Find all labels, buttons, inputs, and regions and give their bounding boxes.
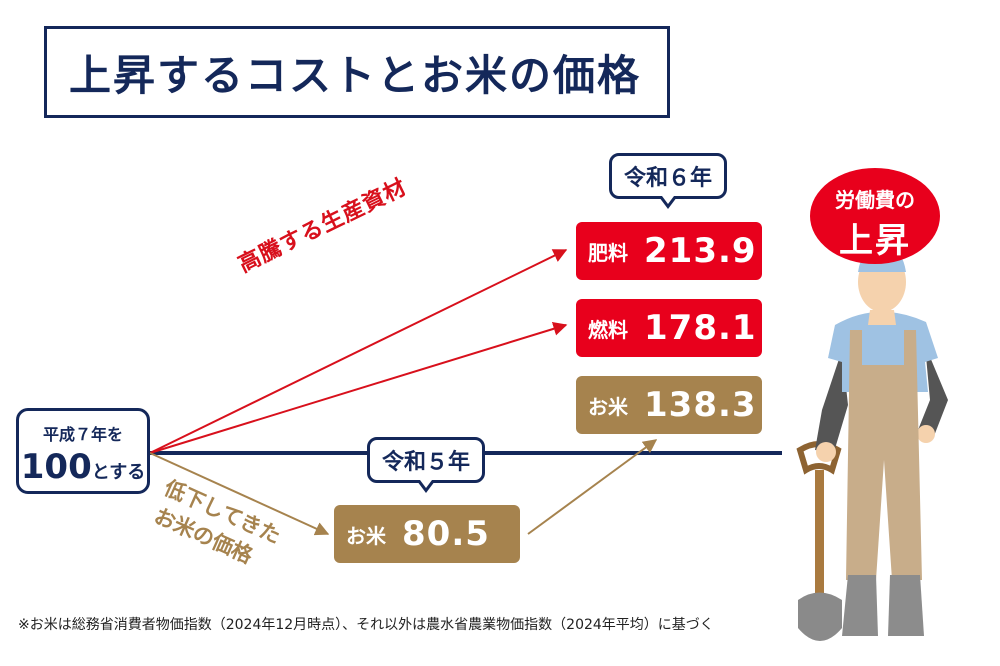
fertilizer-label: 肥料 [588,240,628,265]
rice-r6-label: お米 [588,394,628,419]
fuel-value: 178.1 [644,308,757,348]
value-box-fuel: 燃料 178.1 [576,299,762,357]
page-title: 上昇するコストとお米の価格 [69,50,642,100]
arrow-rice-decline [149,452,330,536]
arrow-rice-rise [527,439,658,535]
rice-r5-label: お米 [346,523,386,548]
fertilizer-value: 213.9 [644,231,757,271]
bubble-reiwa6-text: 令和６年 [623,166,712,191]
bubble-reiwa5-text: 令和５年 [381,450,470,475]
bubble-reiwa5: 令和５年 [367,437,485,493]
footnote: ※お米は総務省消費者物価指数（2024年12月時点）、それ以外は農水省農業物価指… [18,617,714,633]
title-box: 上昇するコストとお米の価格 [44,26,670,118]
bubble-reiwa6: 令和６年 [609,153,727,209]
fuel-label: 燃料 [588,317,628,342]
labor-cost-badge: 労働費の 上昇 [810,168,940,264]
value-box-rice-r6: お米 138.3 [576,376,762,434]
rice-r6-value: 138.3 [644,385,757,425]
labor-line2: 上昇 [839,221,911,261]
arrow-fuel [149,322,568,454]
value-box-rice-r5: お米 80.5 [334,505,520,563]
base-suffix: とする [91,462,146,483]
base-label: 平成７年を [42,425,123,444]
value-box-fertilizer: 肥料 213.9 [576,222,762,280]
rice-r5-value: 80.5 [402,514,490,554]
farmer-illustration [796,244,948,641]
base-box: 平成７年を 100とする [16,408,150,494]
labor-line1: 労働費の [835,188,915,212]
base-number: 100 [20,447,92,487]
arrow-fertilizer [149,249,568,454]
